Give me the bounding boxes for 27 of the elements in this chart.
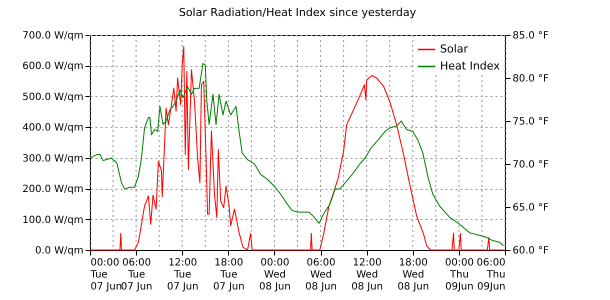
y2-tick-label: 85.0 °F [512, 30, 549, 42]
y2-tick-label: 65.0 °F [512, 202, 549, 214]
legend-label: Heat Index [440, 60, 500, 72]
y2-tick-label: 75.0 °F [512, 116, 549, 128]
y-tick-label: 700.0 W/qm [22, 30, 84, 42]
x-tick-label: 00:00 Thu 09Jun [444, 258, 474, 292]
y-tick-label: 400.0 W/qm [22, 122, 84, 134]
x-tick-label: 06:00 Tue 07 Jun [120, 258, 152, 292]
legend-label: Solar [440, 42, 469, 56]
y2-tick-label: 60.0 °F [512, 246, 549, 256]
y2-tick-label: 80.0 °F [512, 74, 549, 84]
y-tick-label: 100.0 W/qm [22, 214, 84, 226]
chart-title: Solar Radiation/Heat Index since yesterday [178, 6, 417, 19]
x-tick-label: 00:00 Wed 08 Jun [259, 258, 291, 292]
y-tick-label: 300.0 W/qm [22, 153, 84, 164]
y-tick-label: 500.0 W/qm [22, 92, 84, 103]
y-tick-label: 200.0 W/qm [22, 184, 84, 196]
x-tick-label: 12:00 Wed 08 Jun [351, 258, 383, 292]
x-tick-label: 06:00 Thu 09Jun [476, 258, 506, 292]
x-tick-label: 18:00 Wed 08 Jun [398, 258, 430, 292]
y-tick-label: 600.0 W/qm [22, 61, 84, 72]
x-tick-label: 06:00 Wed 08 Jun [305, 258, 337, 292]
x-tick-label: 00:00 Tue 07 Jun [90, 258, 122, 292]
x-tick-label: 12:00 Tue 07 Jun [166, 258, 198, 292]
x-tick-label: 18:00 Tue 07 Jun [213, 258, 245, 292]
y2-tick-label: 70.0 °F [512, 160, 549, 170]
y-tick-label: 0.0 W/qm [35, 246, 84, 256]
